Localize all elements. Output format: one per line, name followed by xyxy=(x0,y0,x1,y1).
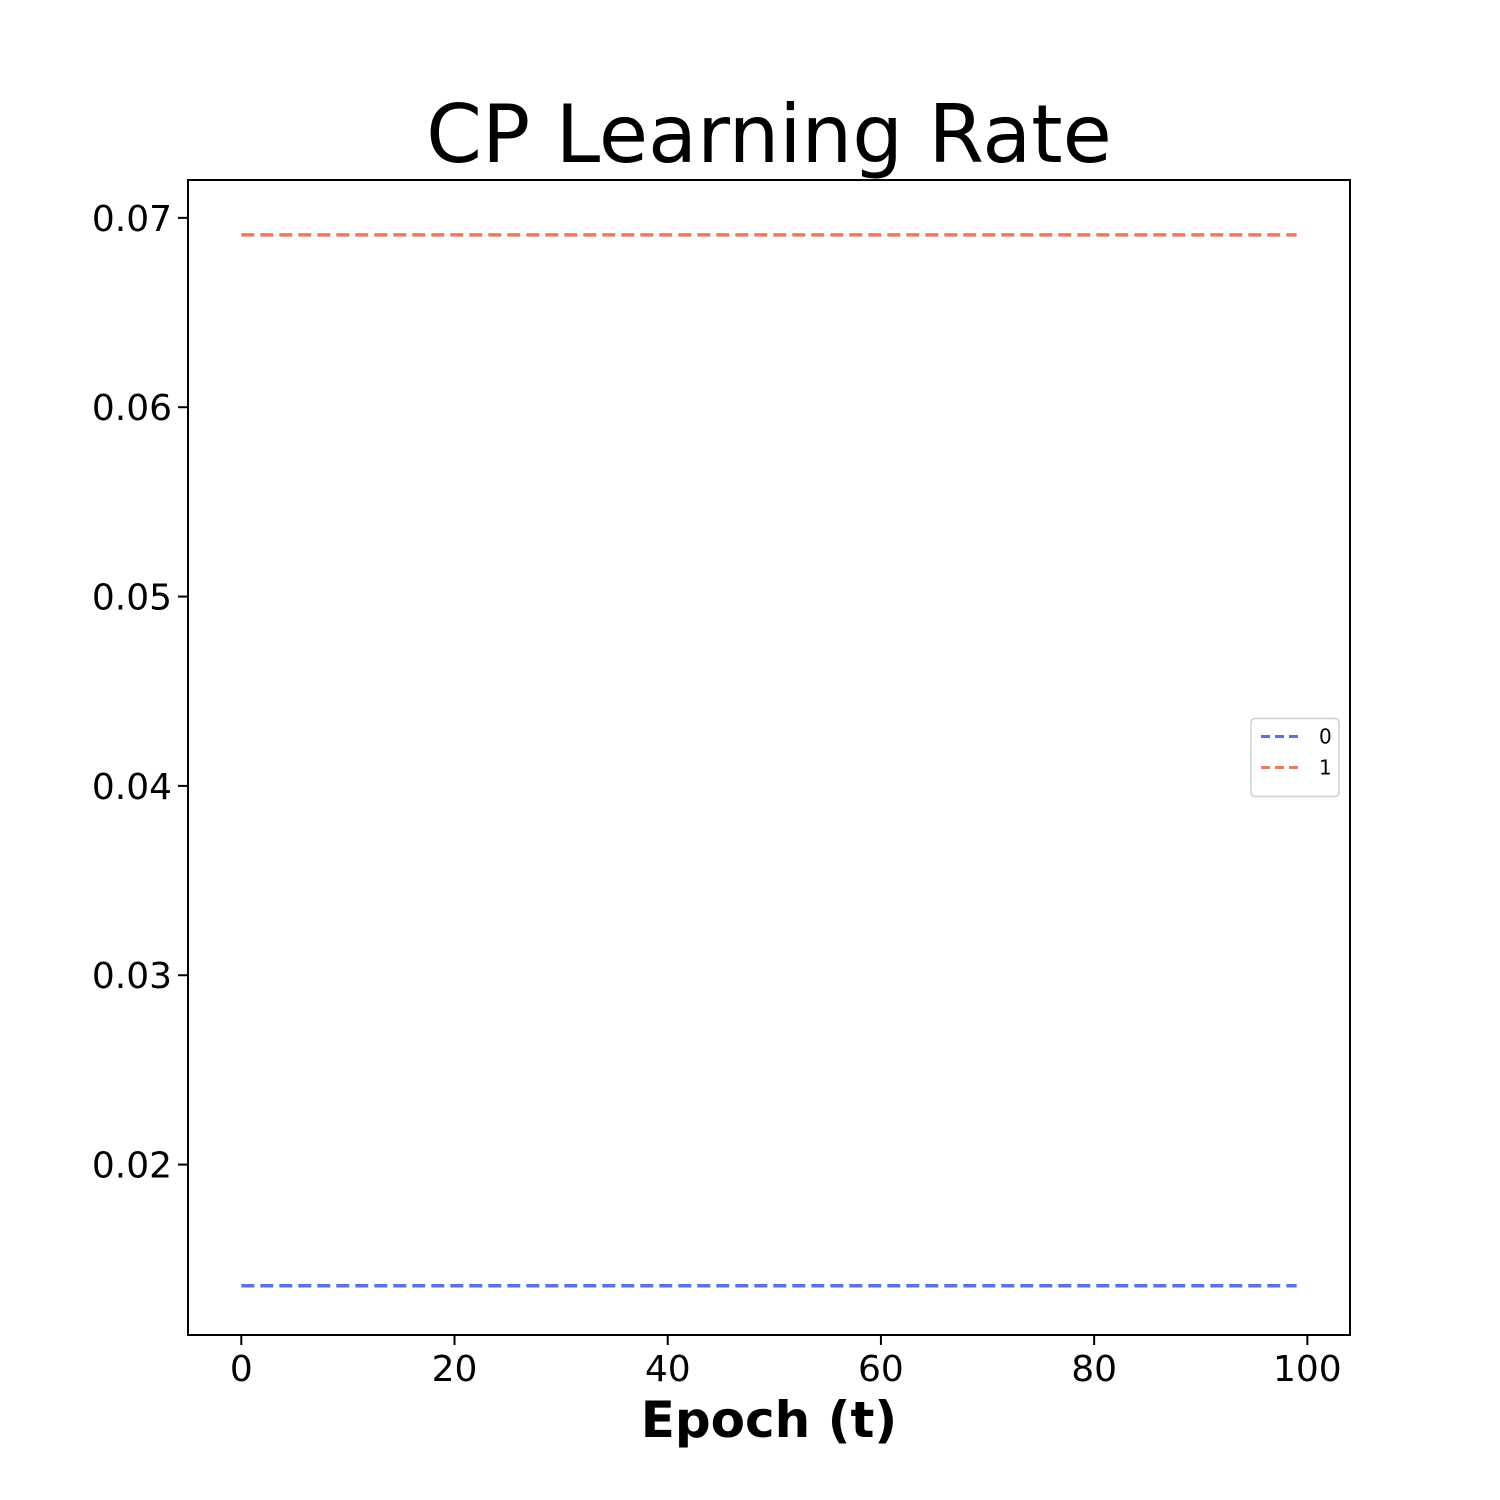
x-axis: 0 20 40 60 80 100 xyxy=(230,1335,1342,1390)
x-tick-label: 80 xyxy=(1071,1349,1117,1390)
x-tick-label: 0 xyxy=(230,1349,253,1390)
y-tick-label: 0.07 xyxy=(92,199,172,240)
x-axis-label: Epoch (t) xyxy=(641,1391,898,1449)
legend-label-0: 0 xyxy=(1319,725,1332,749)
x-tick-label: 60 xyxy=(858,1349,904,1390)
y-tick-label: 0.04 xyxy=(92,767,172,808)
y-axis: 0.02 0.03 0.04 0.05 0.06 0.07 xyxy=(92,199,188,1187)
x-tick-label: 40 xyxy=(645,1349,691,1390)
legend-label-1: 1 xyxy=(1319,756,1332,780)
y-tick-label: 0.06 xyxy=(92,388,172,429)
y-tick-label: 0.05 xyxy=(92,578,172,619)
x-tick-label: 20 xyxy=(432,1349,478,1390)
chart-title: CP Learning Rate xyxy=(426,88,1112,181)
legend-box xyxy=(1250,717,1340,798)
plot-area-frame xyxy=(187,179,1351,1336)
y-tick-label: 0.03 xyxy=(92,956,172,997)
series-layer xyxy=(241,233,1297,1288)
legend: 01 xyxy=(1250,717,1340,798)
y-tick-label: 0.02 xyxy=(92,1146,172,1187)
x-tick-label: 100 xyxy=(1273,1349,1342,1390)
